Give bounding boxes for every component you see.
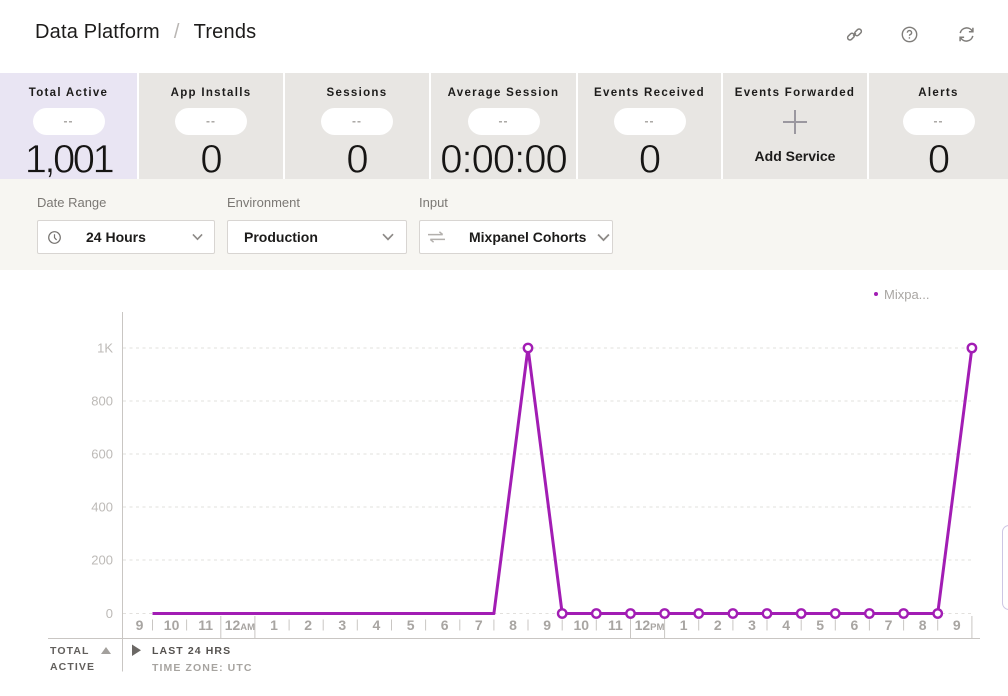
svg-text:3: 3 [338,617,346,633]
svg-text:6: 6 [851,617,859,633]
svg-text:12PM: 12PM [635,617,665,633]
svg-text:0: 0 [106,606,113,621]
svg-text:400: 400 [91,499,113,514]
svg-text:200: 200 [91,552,113,567]
svg-text:2: 2 [304,617,312,633]
svg-text:11: 11 [198,617,213,633]
svg-text:10: 10 [164,617,180,633]
svg-text:6: 6 [441,617,449,633]
svg-text:3: 3 [748,617,756,633]
svg-text:12AM: 12AM [225,617,255,633]
svg-text:4: 4 [782,617,790,633]
svg-text:5: 5 [407,617,415,633]
svg-text:7: 7 [885,617,893,633]
svg-text:9: 9 [136,617,144,633]
svg-text:9: 9 [953,617,961,633]
svg-text:2: 2 [714,617,722,633]
svg-text:9: 9 [543,617,551,633]
svg-text:4: 4 [373,617,381,633]
svg-text:10: 10 [574,617,590,633]
svg-text:600: 600 [91,446,113,461]
svg-text:1K: 1K [97,340,113,355]
svg-text:7: 7 [475,617,483,633]
svg-text:800: 800 [91,393,113,408]
svg-text:1: 1 [680,617,688,633]
svg-text:5: 5 [816,617,824,633]
svg-text:1: 1 [270,617,278,633]
svg-text:8: 8 [919,617,927,633]
svg-text:8: 8 [509,617,517,633]
svg-text:11: 11 [608,617,623,633]
